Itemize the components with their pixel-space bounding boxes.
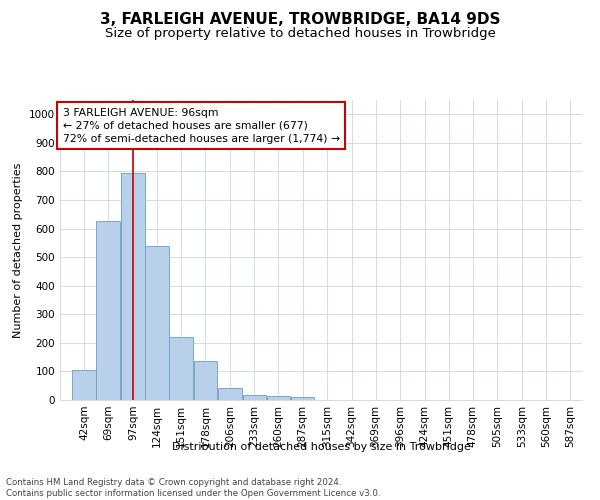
Y-axis label: Number of detached properties: Number of detached properties	[13, 162, 23, 338]
Bar	[290, 398, 314, 400]
Text: 3 FARLEIGH AVENUE: 96sqm
← 27% of detached houses are smaller (677)
72% of semi-: 3 FARLEIGH AVENUE: 96sqm ← 27% of detach…	[62, 108, 340, 144]
Bar	[218, 388, 242, 400]
Text: Contains HM Land Registry data © Crown copyright and database right 2024.
Contai: Contains HM Land Registry data © Crown c…	[6, 478, 380, 498]
Bar	[169, 337, 193, 400]
Text: Distribution of detached houses by size in Trowbridge: Distribution of detached houses by size …	[172, 442, 470, 452]
Bar	[242, 395, 266, 400]
Bar	[72, 370, 96, 400]
Text: 3, FARLEIGH AVENUE, TROWBRIDGE, BA14 9DS: 3, FARLEIGH AVENUE, TROWBRIDGE, BA14 9DS	[100, 12, 500, 28]
Bar	[97, 222, 120, 400]
Text: Size of property relative to detached houses in Trowbridge: Size of property relative to detached ho…	[104, 28, 496, 40]
Bar	[194, 362, 217, 400]
Bar	[121, 174, 145, 400]
Bar	[266, 396, 290, 400]
Bar	[145, 246, 169, 400]
